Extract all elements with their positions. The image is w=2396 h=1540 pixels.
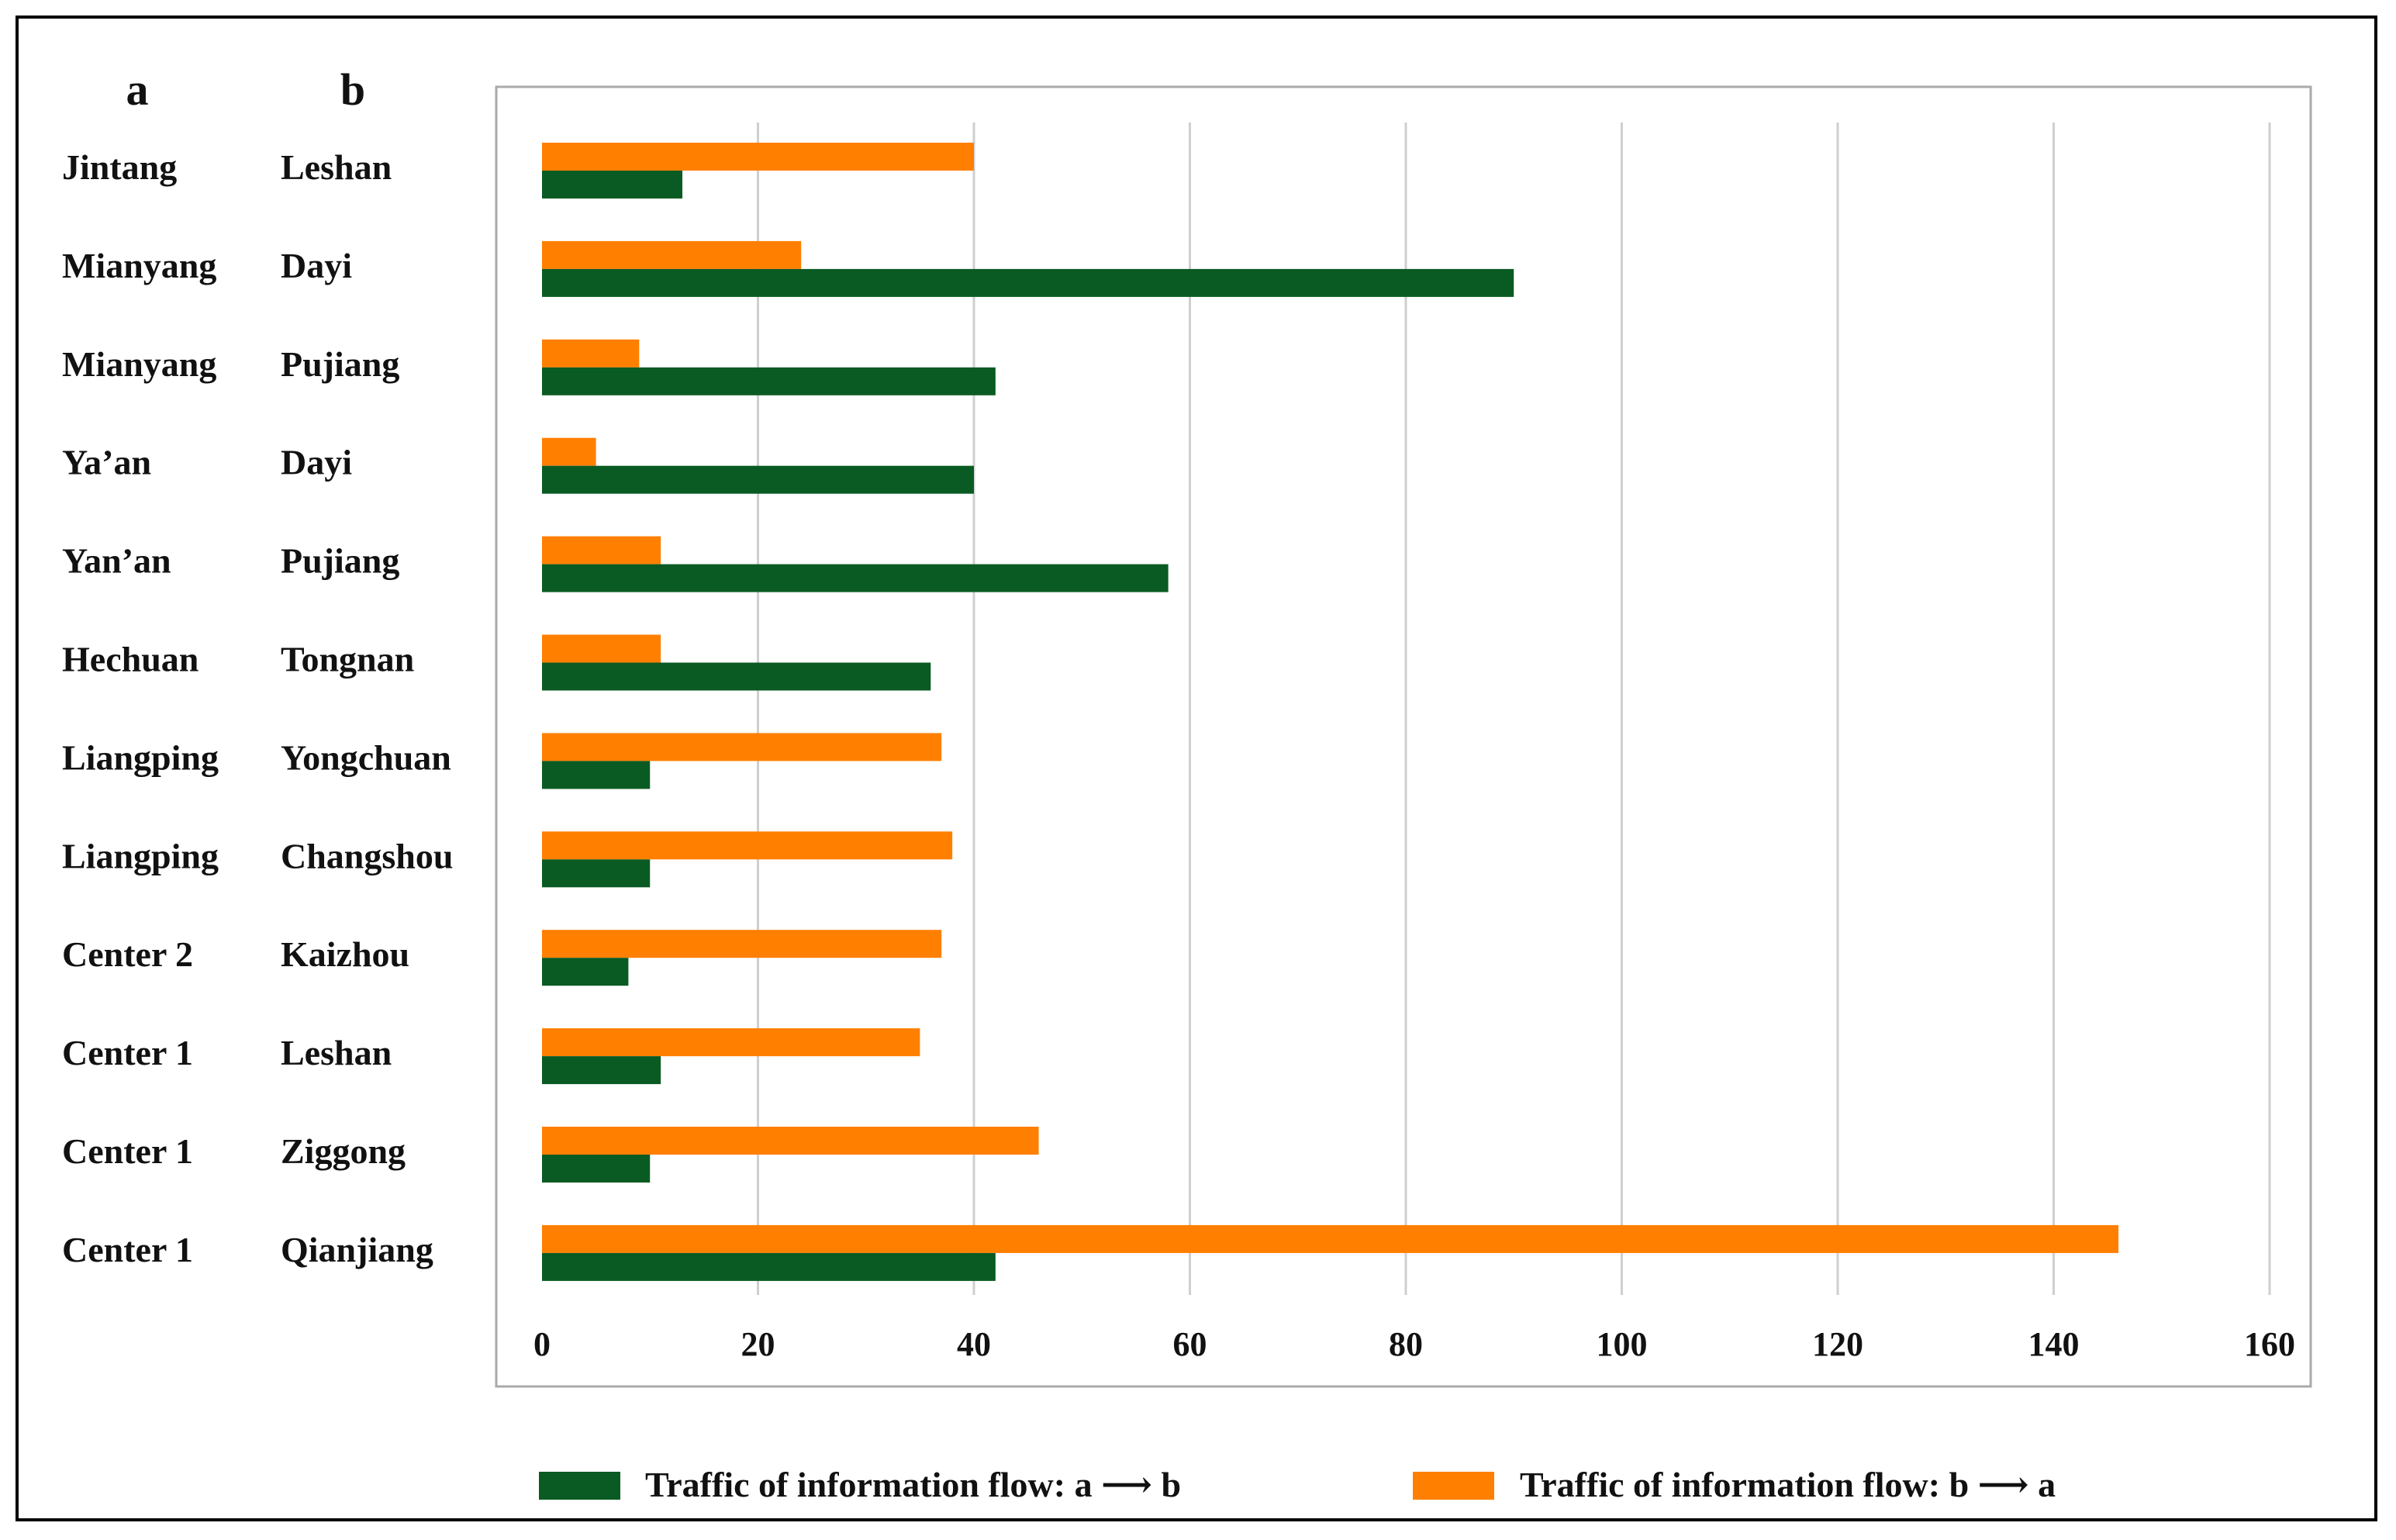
- bar-a-to-b-4: [542, 564, 1169, 592]
- x-tick-label-100: 100: [1597, 1325, 1648, 1363]
- column-header-b: b: [340, 64, 365, 115]
- category-label-a-10: Center 1: [62, 1131, 193, 1171]
- bar-b-to-a-4: [542, 536, 661, 565]
- category-label-a-2: Mianyang: [62, 344, 216, 384]
- category-label-b-2: Pujiang: [281, 344, 399, 384]
- bar-b-to-a-10: [542, 1127, 1039, 1155]
- x-tick-label-20: 20: [741, 1325, 775, 1363]
- x-tick-labels: 0 20 40 60 80 100 120 140 160: [533, 1325, 2295, 1363]
- x-tick-label-80: 80: [1389, 1325, 1423, 1363]
- bar-b-to-a-0: [542, 143, 974, 171]
- bar-b-to-a-2: [542, 339, 640, 368]
- bar-b-to-a-1: [542, 240, 802, 269]
- bar-b-to-a-3: [542, 437, 596, 466]
- category-label-b-10: Ziggong: [281, 1131, 406, 1171]
- plot-area-border: [495, 85, 2312, 1388]
- bar-a-to-b-3: [542, 465, 974, 494]
- x-tick-label-0: 0: [533, 1325, 551, 1363]
- x-tick-label-40: 40: [957, 1325, 991, 1363]
- category-label-b-5: Tongnan: [281, 640, 414, 679]
- bar-a-to-b-2: [542, 367, 996, 395]
- x-tick-label-60: 60: [1173, 1325, 1207, 1363]
- gridlines: [757, 123, 2271, 1295]
- category-label-b-8: Kaizhou: [281, 934, 409, 974]
- bar-a-to-b-5: [542, 662, 931, 691]
- column-header-a: a: [126, 64, 149, 115]
- category-label-a-3: Ya’an: [62, 443, 151, 482]
- x-tick-label-160: 160: [2244, 1325, 2295, 1363]
- category-label-a-0: Jintang: [62, 147, 177, 187]
- category-label-a-6: Liangping: [62, 737, 219, 777]
- bar-a-to-b-6: [542, 761, 651, 789]
- bars: [542, 143, 2119, 1281]
- category-label-a-8: Center 2: [62, 934, 193, 974]
- bar-b-to-a-9: [542, 1028, 920, 1057]
- bar-a-to-b-8: [542, 958, 629, 986]
- bar-a-to-b-10: [542, 1155, 651, 1183]
- bar-a-to-b-9: [542, 1056, 661, 1085]
- category-label-b-1: Dayi: [281, 246, 352, 285]
- category-label-a-9: Center 1: [62, 1033, 193, 1072]
- bar-a-to-b-7: [542, 859, 651, 888]
- category-label-a-1: Mianyang: [62, 246, 216, 285]
- category-label-b-6: Yongchuan: [281, 737, 451, 777]
- bar-a-to-b-0: [542, 171, 683, 199]
- category-labels: Jintang Leshan Mianyang Dayi Mianyang Pujiang…: [62, 147, 453, 1269]
- category-label-a-5: Hechuan: [62, 640, 199, 679]
- bar-b-to-a-7: [542, 831, 953, 860]
- legend-swatch-a-to-b: [539, 1472, 620, 1500]
- bar-b-to-a-11: [542, 1224, 2119, 1253]
- category-label-b-11: Qianjiang: [281, 1230, 433, 1269]
- bar-b-to-a-5: [542, 634, 661, 663]
- category-label-b-9: Leshan: [281, 1033, 392, 1072]
- category-label-b-7: Changshou: [281, 836, 453, 875]
- category-label-b-4: Pujiang: [281, 541, 399, 581]
- figure-frame: [16, 16, 2377, 1521]
- category-label-b-0: Leshan: [281, 147, 392, 187]
- category-label-b-3: Dayi: [281, 443, 352, 482]
- category-label-a-7: Liangping: [62, 836, 219, 875]
- bar-b-to-a-6: [542, 733, 942, 761]
- legend-label-b-to-a: Traffic of information flow: b ⟶ a: [1520, 1465, 2056, 1504]
- legend-label-a-to-b: Traffic of information flow: a ⟶ b: [645, 1465, 1181, 1504]
- x-tick-label-140: 140: [2028, 1325, 2080, 1363]
- category-label-a-11: Center 1: [62, 1230, 193, 1269]
- legend: Traffic of information flow: a ⟶ b Traff…: [539, 1465, 2056, 1504]
- legend-swatch-b-to-a: [1413, 1472, 1494, 1500]
- category-label-a-4: Yan’an: [62, 541, 171, 581]
- x-tick-label-120: 120: [1812, 1325, 1863, 1363]
- bar-a-to-b-1: [542, 268, 1514, 297]
- bar-b-to-a-8: [542, 930, 942, 958]
- bar-a-to-b-11: [542, 1252, 996, 1281]
